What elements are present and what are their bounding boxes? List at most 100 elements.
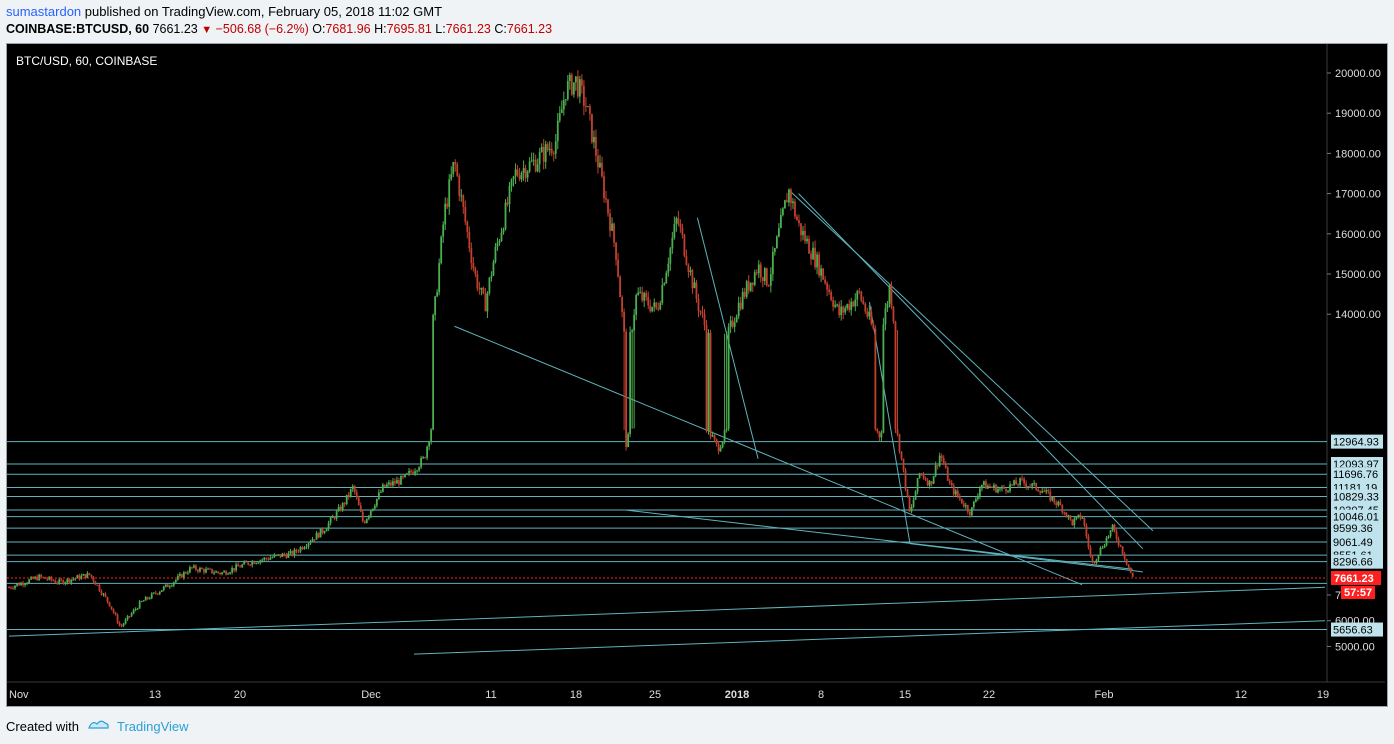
candle-body: [247, 562, 250, 565]
candle-body: [422, 457, 424, 459]
candle-body: [699, 310, 702, 313]
candle-body: [922, 473, 925, 479]
y-tick-label: 18000.00: [1335, 148, 1381, 160]
candle-body: [353, 486, 356, 493]
candle-body: [723, 430, 726, 442]
x-tick-label: 11: [485, 689, 496, 701]
candle-body: [906, 489, 909, 496]
level-price-label: 12964.93: [1333, 437, 1379, 449]
candle-body: [540, 146, 543, 153]
candle-body: [1053, 496, 1056, 503]
candle-body: [796, 216, 798, 221]
high-value: 7695.81: [386, 22, 432, 36]
candle-body: [733, 322, 736, 327]
candle-body: [367, 515, 370, 519]
trendline: [413, 620, 1326, 655]
candle-body: [645, 293, 648, 298]
candle-body: [948, 480, 951, 483]
candle-body: [773, 248, 776, 252]
candle-body: [98, 585, 101, 592]
candle-body: [110, 606, 113, 610]
candle-body: [615, 242, 617, 260]
candle-body: [653, 302, 656, 307]
candle-body: [454, 162, 457, 165]
candle-body: [40, 574, 43, 577]
candle-body: [12, 588, 14, 590]
candle-body: [460, 195, 463, 197]
candle-body: [476, 273, 479, 289]
candle-body: [936, 465, 939, 467]
candle-body: [176, 575, 179, 580]
candle-body: [450, 174, 453, 180]
candle-body: [281, 553, 284, 557]
candle-body: [623, 312, 625, 332]
candle-body: [1125, 558, 1128, 565]
candle-body: [673, 223, 676, 238]
candle-body: [792, 201, 794, 204]
candle-body: [932, 476, 935, 484]
author-link[interactable]: sumastardon: [6, 4, 82, 19]
candle-body: [924, 478, 927, 481]
candle-body: [257, 562, 260, 564]
candle-body: [882, 324, 885, 433]
candle-body: [321, 528, 324, 533]
candle-body: [187, 572, 189, 574]
candle-body: [494, 246, 497, 262]
candle-body: [810, 253, 812, 260]
candle-body: [193, 565, 195, 568]
candle-body: [44, 577, 47, 579]
candle-body: [1117, 539, 1120, 546]
candle-body: [587, 106, 589, 108]
low-label: L:: [435, 22, 446, 36]
candle-body: [448, 179, 451, 207]
price-chart[interactable]: BTC/USD, 60, COINBASE 20000.00 19000.00 18…: [7, 44, 1387, 706]
candle-body: [114, 612, 117, 615]
chart-panel[interactable]: BTC/USD, 60, COINBASE 20000.00 19000.00 18…: [6, 43, 1388, 707]
candle-body: [838, 304, 841, 316]
candle-body: [221, 572, 223, 575]
candle-body: [576, 76, 579, 97]
candle-body: [337, 506, 340, 512]
candle-body: [554, 141, 557, 154]
candle-body: [775, 236, 778, 249]
candle-body: [174, 579, 177, 583]
candle-body: [442, 224, 445, 237]
candle-body: [721, 441, 724, 448]
candle-body: [1131, 572, 1134, 577]
candle-body: [1093, 562, 1096, 564]
level-price-label: 9599.36: [1333, 523, 1373, 535]
candle-body: [379, 491, 382, 493]
candle-body: [808, 238, 810, 254]
tradingview-brand-link[interactable]: TradingView: [116, 719, 189, 734]
candle-body: [1065, 512, 1068, 518]
candle-body: [920, 473, 923, 475]
candle-body: [32, 576, 35, 579]
candle-body: [822, 268, 825, 280]
candle-body: [464, 206, 467, 222]
candle-body: [916, 478, 919, 492]
candle-body: [239, 566, 242, 568]
candle-body: [745, 281, 748, 297]
candle-body: [333, 516, 336, 519]
candle-body: [532, 159, 535, 161]
y-tick-label: 20000.00: [1335, 68, 1381, 80]
candle-body: [781, 208, 784, 216]
candle-body: [261, 559, 264, 561]
down-arrow-icon: ▼: [201, 24, 213, 36]
candle-body: [277, 554, 280, 556]
candle-body: [305, 546, 308, 548]
level-price-tag: [1331, 467, 1383, 482]
trendline: [8, 586, 1326, 637]
candle-body: [665, 272, 668, 284]
candle-body: [677, 218, 680, 224]
candle-body: [363, 521, 366, 524]
close-value: 7661.23: [506, 22, 553, 36]
candle-body: [894, 321, 897, 430]
candle-body: [675, 218, 678, 224]
candle-body: [910, 506, 913, 512]
candle-body: [229, 572, 232, 574]
candle-body: [80, 575, 83, 580]
ohlc-header: COINBASE:BTCUSD, 60 7661.23 ▼ −506.68 (−…: [6, 22, 552, 36]
close-label: C:: [494, 22, 507, 36]
candle-body: [711, 435, 714, 437]
